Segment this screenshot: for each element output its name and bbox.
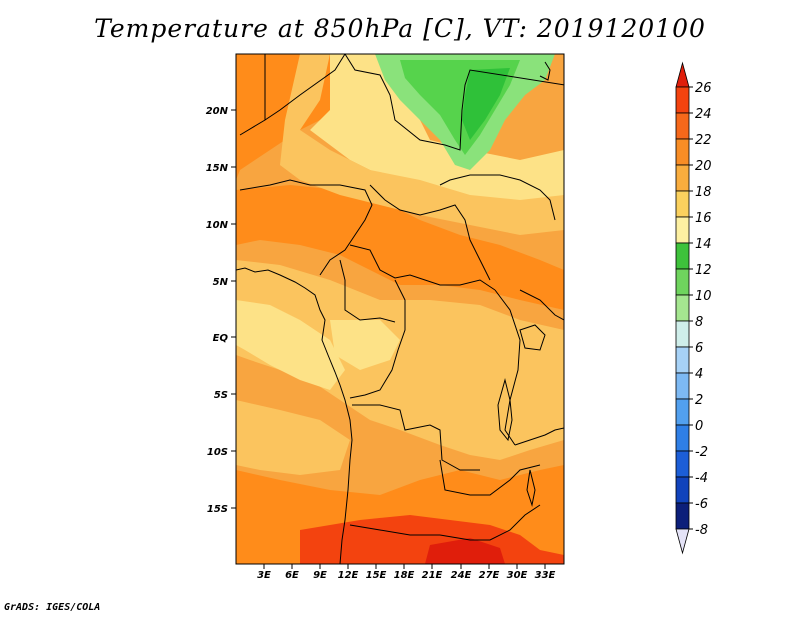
- colorbar-swatch: [675, 424, 690, 452]
- coastline-west: [236, 267, 353, 564]
- lat-axis: 20N 15N 10N 5N EQ 5S 10S 15S: [206, 106, 236, 515]
- colorbar-swatch: [675, 476, 690, 504]
- lat-label-10s: 10S: [207, 447, 228, 458]
- colorbar-swatch: [675, 216, 690, 244]
- lat-label-5n: 5N: [213, 277, 229, 288]
- border-nigeria: [239, 179, 373, 276]
- lon-label-12e: 12E: [338, 570, 359, 581]
- colorbar-swatch: [675, 164, 690, 192]
- colorbar-label: -4: [695, 471, 708, 486]
- lon-label-33e: 33E: [535, 570, 556, 581]
- border-niger-nigeria: [264, 54, 346, 121]
- colorbar-label: -6: [695, 497, 708, 512]
- field-gabon-cool: [330, 320, 400, 370]
- field-sahara-cool: [310, 54, 564, 220]
- colorbar-swatch: [675, 450, 690, 478]
- field-south-mild: [236, 400, 350, 475]
- lon-label-15e: 15E: [366, 570, 387, 581]
- colorbar-label: 8: [695, 315, 703, 330]
- lat-label-20n: 20N: [206, 106, 229, 117]
- field-kalahari-hottest: [425, 538, 505, 564]
- colorbar-swatch: [675, 138, 690, 166]
- colorbar-swatch: [675, 242, 690, 270]
- colorbar-swatch: [675, 346, 690, 374]
- lon-label-21e: 21E: [422, 570, 443, 581]
- colorbar-label: 2: [695, 393, 703, 408]
- grads-credit: GrADS: IGES/COLA: [4, 602, 101, 613]
- colorbar-label: 10: [695, 289, 712, 304]
- map-frame: [235, 53, 565, 565]
- lat-label-15s: 15S: [207, 504, 228, 515]
- border-zambia: [439, 459, 541, 496]
- colorbar-swatch: [675, 294, 690, 322]
- border-angola-drc: [352, 404, 480, 471]
- colorbar-label: 22: [695, 133, 712, 148]
- colorbar-swatch: [675, 268, 690, 296]
- colorbar-label: 12: [695, 263, 712, 278]
- border-tanzania: [514, 427, 564, 446]
- colorbar-label: 6: [695, 341, 703, 356]
- border-chad: [369, 184, 491, 281]
- field-sahel-band: [236, 185, 564, 310]
- colorbar-label: 24: [695, 107, 712, 122]
- map-title: Temperature at 850hPa [C], VT: 201912010…: [94, 14, 706, 43]
- border-libya-chad: [344, 54, 463, 151]
- lake-victoria: [519, 324, 546, 351]
- colorbar-label: 16: [695, 211, 712, 226]
- field-coast-cool: [236, 300, 345, 390]
- lat-label-5s: 5S: [214, 390, 228, 401]
- field-congo-mild: [236, 260, 564, 460]
- colorbar-bottom-arrow: [675, 528, 690, 555]
- lat-label-10n: 10N: [206, 220, 229, 231]
- colorbar-swatch: [675, 372, 690, 400]
- colorbar-swatch: [675, 86, 690, 114]
- lon-axis: 3E 6E 9E 12E 15E 18E 21E 24E 27E 30E 33E: [257, 564, 556, 581]
- colorbar-label: -8: [695, 523, 708, 538]
- lon-label-18e: 18E: [394, 570, 415, 581]
- border-zimbabwe: [439, 504, 541, 541]
- colorbar-label: -2: [695, 445, 708, 460]
- border-congo-drc: [349, 279, 406, 399]
- river-nile: [539, 61, 551, 81]
- colorbar-swatch: [675, 398, 690, 426]
- colorbar-swatch: [675, 190, 690, 218]
- colorbar-label: 4: [695, 367, 703, 382]
- colorbar-label: 20: [695, 159, 712, 174]
- field-sahara-mild: [280, 54, 564, 235]
- border-car: [349, 244, 496, 291]
- lat-label-eq: EQ: [213, 333, 229, 344]
- lon-label-6e: 6E: [285, 570, 299, 581]
- field-west-warm: [236, 54, 270, 140]
- lon-label-30e: 30E: [507, 570, 528, 581]
- colorbar-swatch: [675, 502, 690, 530]
- lon-label-27e: 27E: [479, 570, 500, 581]
- border-kenya: [519, 289, 564, 321]
- colorbar-swatch: [675, 320, 690, 348]
- colorbar-swatch: [675, 112, 690, 140]
- lat-label-15n: 15N: [206, 163, 229, 174]
- field-green-dark: [462, 68, 510, 140]
- border-egypt-sudan: [461, 69, 564, 111]
- lon-label-9e: 9E: [313, 570, 327, 581]
- borders: [236, 54, 564, 564]
- colorbar-label: 18: [695, 185, 712, 200]
- lake-tanganyika: [497, 378, 513, 442]
- colorbar-label: 14: [695, 237, 712, 252]
- lake-malawi: [526, 469, 536, 507]
- temperature-field: [236, 54, 564, 564]
- colorbar-label: 0: [695, 419, 703, 434]
- border-angola-namibia: [349, 524, 440, 536]
- colorbar-top-arrow: [675, 61, 690, 88]
- border-drc-east: [494, 289, 521, 446]
- lon-label-3e: 3E: [257, 570, 271, 581]
- border-sudan-south: [439, 174, 556, 221]
- border-cameroon: [339, 259, 396, 323]
- colorbar-label: 26: [695, 81, 712, 96]
- lon-label-24e: 24E: [451, 570, 472, 581]
